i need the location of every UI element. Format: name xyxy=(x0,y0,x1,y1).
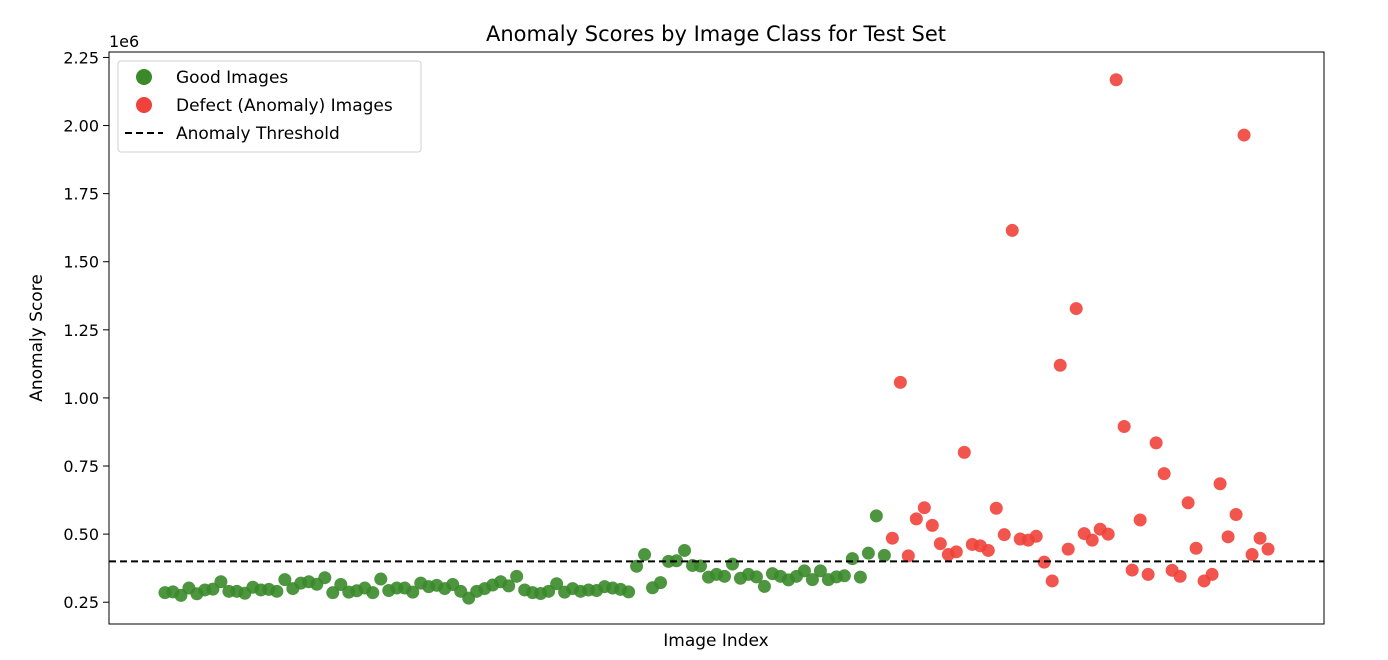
good-image-point xyxy=(366,586,380,600)
legend-label-good: Good Images xyxy=(176,68,288,88)
good-image-point xyxy=(749,570,763,584)
good-image-point xyxy=(678,543,692,557)
y-axis-label: Anomaly Score xyxy=(27,274,47,402)
good-image-point xyxy=(374,572,388,586)
legend: Good Images Defect (Anomaly) Images Anom… xyxy=(117,60,422,153)
good-image-point xyxy=(630,559,644,573)
y-tick-label: 2.25 xyxy=(63,48,99,67)
y-tick-label: 2.00 xyxy=(63,117,99,136)
defect-image-point xyxy=(1133,513,1147,527)
x-axis-label: Image Index xyxy=(663,631,768,651)
good-image-point xyxy=(270,584,284,598)
defect-image-point xyxy=(909,512,923,526)
good-image-point xyxy=(869,509,883,523)
y-tick-label: 0.50 xyxy=(63,525,99,544)
good-image-point xyxy=(877,548,891,562)
defect-image-point xyxy=(1053,358,1067,372)
defect-image-point xyxy=(957,445,971,459)
defect-image-point xyxy=(1069,302,1083,316)
good-image-point xyxy=(278,573,292,587)
good-image-point xyxy=(622,585,636,599)
legend-label-defect: Defect (Anomaly) Images xyxy=(176,96,393,116)
good-image-point xyxy=(845,552,859,566)
legend-marker-good xyxy=(136,69,152,85)
good-image-point xyxy=(406,585,420,599)
y-tick-label: 1.00 xyxy=(63,389,99,408)
good-image-point xyxy=(326,586,340,600)
defect-image-point xyxy=(1149,436,1163,450)
defect-image-point xyxy=(1005,223,1019,237)
good-image-point xyxy=(853,570,867,584)
defect-image-point xyxy=(1141,567,1155,581)
good-image-point xyxy=(318,571,332,585)
y-tick-label: 0.25 xyxy=(63,593,99,612)
legend-label-threshold: Anomaly Threshold xyxy=(176,124,340,144)
good-image-point xyxy=(694,559,708,573)
y-scale-offset: 1e6 xyxy=(109,32,139,51)
defect-image-point xyxy=(1101,527,1115,541)
defect-image-point xyxy=(1205,567,1219,581)
good-image-point xyxy=(837,569,851,583)
defect-image-point xyxy=(997,528,1011,542)
plot-frame xyxy=(108,51,1325,625)
defect-image-point xyxy=(1173,569,1187,583)
defect-image-point xyxy=(1261,542,1275,556)
defect-image-point xyxy=(1029,529,1043,543)
good-image-point xyxy=(214,575,228,589)
defect-image-point xyxy=(885,531,899,545)
y-axis: 0.25 0.50 0.75 1.00 1.25 1.50 1.75 2.00 2.25 xyxy=(63,48,109,612)
y-tick-label: 1.25 xyxy=(63,321,99,340)
defect-image-point xyxy=(1109,73,1123,87)
defect-image-point xyxy=(1085,533,1099,547)
y-tick-label: 1.50 xyxy=(63,253,99,272)
chart-title: Anomaly Scores by Image Class for Test S… xyxy=(486,22,946,46)
defect-image-point xyxy=(1221,530,1235,544)
defect-image-point xyxy=(981,543,995,557)
good-image-point xyxy=(502,579,516,593)
good-image-point xyxy=(805,573,819,587)
good-image-point xyxy=(813,564,827,578)
defect-image-point xyxy=(1181,496,1195,510)
good-image-point xyxy=(550,577,564,591)
defect-image-point xyxy=(1157,467,1171,481)
defect-image-point xyxy=(1061,542,1075,556)
good-image-point xyxy=(654,576,668,590)
defect-image-point xyxy=(989,501,1003,515)
defect-image-point xyxy=(893,375,907,389)
defect-image-point xyxy=(1213,477,1227,491)
good-image-point xyxy=(510,569,524,583)
good-image-point xyxy=(797,564,811,578)
defect-image-point xyxy=(933,537,947,551)
defect-image-point xyxy=(1229,508,1243,522)
plot-area xyxy=(109,73,1324,605)
good-image-point xyxy=(861,546,875,560)
good-image-point xyxy=(757,579,771,593)
defect-image-point xyxy=(1237,128,1251,142)
good-image-point xyxy=(638,548,652,562)
defect-image-point xyxy=(1117,420,1131,434)
defect-image-point xyxy=(917,501,931,515)
defect-image-point xyxy=(1125,563,1139,577)
series-good-images xyxy=(158,509,891,605)
defect-image-point xyxy=(1253,531,1267,545)
y-tick-label: 0.75 xyxy=(63,457,99,476)
defect-image-point xyxy=(925,518,939,532)
defect-image-point xyxy=(1189,541,1203,555)
good-image-point xyxy=(717,569,731,583)
good-image-point xyxy=(725,557,739,571)
defect-image-point xyxy=(1045,574,1059,588)
defect-image-point xyxy=(1245,548,1259,562)
legend-marker-defect xyxy=(136,97,152,113)
series-defect-images xyxy=(885,73,1275,588)
y-tick-label: 1.75 xyxy=(63,185,99,204)
legend-frame xyxy=(117,60,422,153)
defect-image-point xyxy=(949,545,963,559)
defect-image-point xyxy=(901,549,915,563)
